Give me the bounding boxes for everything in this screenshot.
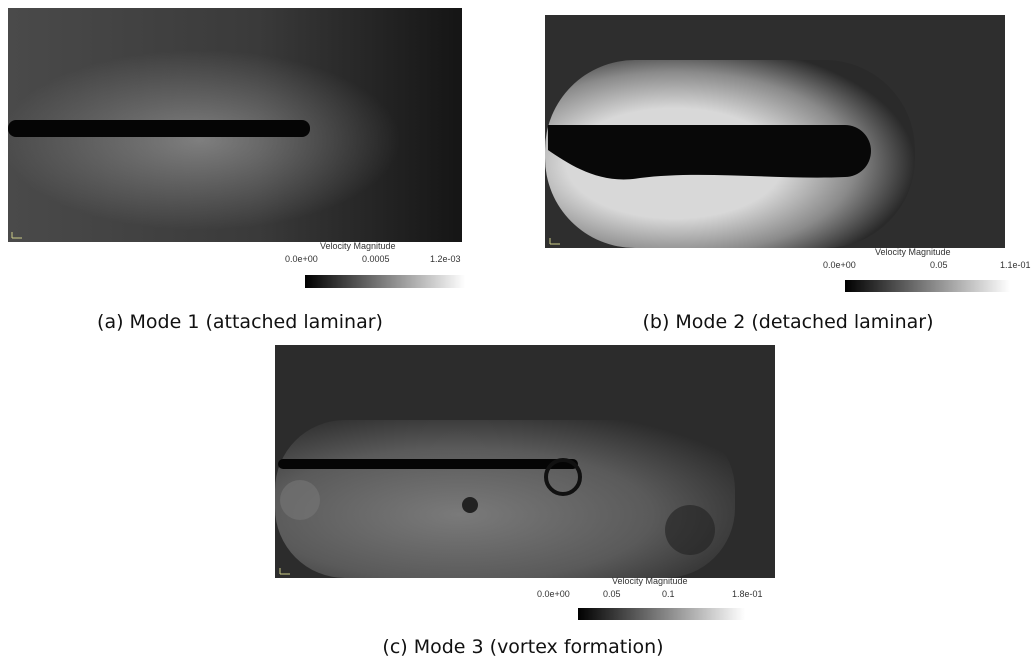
panel-a: Velocity Magnitude 0.0e+00 0.0005 1.2e-0… xyxy=(0,8,465,333)
caption: (c) Mode 3 (vortex formation) xyxy=(382,636,663,658)
colorbar-title: Velocity Magnitude xyxy=(320,241,396,251)
colorbar xyxy=(845,280,1010,292)
colorbar-tick: 0.0e+00 xyxy=(537,589,570,599)
colorbar-tick: 1.2e-03 xyxy=(430,254,461,264)
colorbar-tick: 0.0e+00 xyxy=(823,260,856,270)
caption: (b) Mode 2 (detached laminar) xyxy=(642,311,933,333)
figure: Velocity Magnitude 0.0e+00 0.0005 1.2e-0… xyxy=(0,0,1035,666)
colorbar-tick: 0.0e+00 xyxy=(285,254,318,264)
colorbar-title: Velocity Magnitude xyxy=(612,576,688,586)
plate xyxy=(8,120,310,137)
caption: (a) Mode 1 (attached laminar) xyxy=(97,311,383,333)
colorbar-tick: 1.8e-01 xyxy=(732,589,763,599)
colorbar-title: Velocity Magnitude xyxy=(875,247,951,257)
colorbar-tick: 0.0005 xyxy=(362,254,390,264)
flow-highlight xyxy=(275,420,735,578)
panel-b: Velocity Magnitude 0.0e+00 0.05 1.1e-01 … xyxy=(545,15,1031,333)
colorbar-tick: 0.05 xyxy=(930,260,948,270)
plate xyxy=(278,459,578,469)
colorbar-tick: 0.1 xyxy=(662,589,675,599)
colorbar-tick: 1.1e-01 xyxy=(1000,260,1031,270)
vortex xyxy=(280,480,320,520)
colorbar-tick: 0.05 xyxy=(603,589,621,599)
flow-highlight xyxy=(0,50,400,230)
vortex xyxy=(665,505,715,555)
panel-c: Velocity Magnitude 0.0e+00 0.05 0.1 1.8e… xyxy=(275,345,775,658)
wake xyxy=(548,125,871,179)
vortex xyxy=(462,497,478,513)
colorbar xyxy=(305,275,465,288)
colorbar xyxy=(578,608,745,620)
